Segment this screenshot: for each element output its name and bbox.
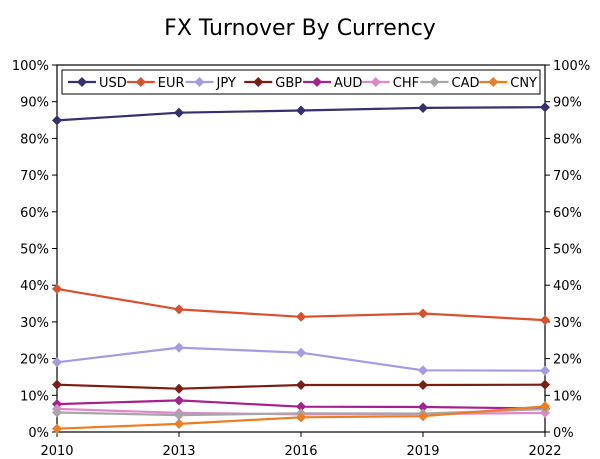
series-jpy	[52, 342, 550, 376]
legend-item-eur: EUR	[126, 76, 185, 91]
y-tick-label-left: 50%	[20, 243, 49, 258]
x-tick-label: 2013	[162, 444, 195, 459]
y-tick-label-right: 100%	[553, 59, 590, 74]
data-point	[174, 304, 184, 315]
legend-label: CAD	[452, 76, 480, 91]
data-point	[418, 102, 428, 113]
y-tick-label-right: 10%	[553, 389, 582, 404]
y-tick-label-right: 90%	[553, 96, 582, 111]
data-point	[540, 315, 550, 326]
legend-marker	[488, 77, 499, 87]
legend-item-usd: USD	[68, 76, 127, 91]
data-point	[418, 380, 428, 391]
x-tick-label: 2016	[284, 444, 317, 459]
data-point	[540, 401, 550, 412]
legend-item-chf: CHF	[361, 76, 419, 91]
series-layer	[52, 102, 550, 434]
legend-marker	[312, 77, 322, 87]
legend-marker	[194, 77, 205, 87]
data-point	[418, 308, 428, 319]
y-tick-label-right: 80%	[553, 132, 582, 147]
data-point	[296, 401, 306, 412]
y-tick-label-right: 30%	[553, 316, 582, 331]
data-point	[418, 402, 428, 413]
data-point	[174, 107, 184, 118]
y-tick-label-right: 70%	[553, 169, 582, 184]
legend-label: EUR	[158, 76, 185, 91]
axes: 0% 0% 10% 10% 20% 20% 30% 30% 40% 40% 50% 50% 60% 60%…	[12, 59, 590, 459]
series-usd	[52, 102, 550, 126]
data-point	[174, 395, 184, 406]
series-gbp	[52, 379, 550, 394]
x-tick-label: 2022	[528, 444, 561, 459]
legend-label: JPY	[216, 76, 236, 91]
data-point	[418, 365, 428, 376]
series-cny	[52, 401, 550, 434]
data-point	[540, 102, 550, 113]
y-tick-label-left: 30%	[20, 316, 49, 331]
legend-label: GBP	[275, 76, 302, 91]
legend: USD EUR JPY GBP AUD CHF CAD CNY	[61, 69, 541, 95]
x-tick-label: 2010	[40, 444, 73, 459]
y-tick-label-right: 0%	[553, 426, 574, 441]
y-tick-label-left: 0%	[28, 426, 49, 441]
plot-frame	[56, 64, 546, 433]
plot-area	[56, 64, 546, 433]
y-tick-label-left: 40%	[20, 279, 49, 294]
legend-item-aud: AUD	[303, 76, 362, 91]
legend-marker	[77, 77, 87, 87]
data-point	[52, 283, 62, 294]
data-point	[174, 342, 184, 353]
y-tick-label-right: 50%	[553, 243, 582, 258]
legend-marker	[429, 77, 440, 87]
legend-label: CHF	[393, 76, 419, 91]
y-tick-label-left: 70%	[20, 169, 49, 184]
legend-item-cny: CNY	[479, 76, 537, 91]
data-point	[52, 357, 62, 368]
y-tick-label-right: 20%	[553, 353, 582, 368]
data-point	[296, 347, 306, 358]
y-tick-label-right: 60%	[553, 206, 582, 221]
legend-item-cad: CAD	[420, 76, 480, 91]
y-tick-label-left: 60%	[20, 206, 49, 221]
y-tick-label-left: 20%	[20, 353, 49, 368]
data-point	[52, 407, 62, 418]
data-point	[540, 365, 550, 376]
legend-marker	[253, 77, 264, 87]
data-point	[296, 105, 306, 116]
legend-item-jpy: JPY	[185, 76, 236, 91]
legend-label: AUD	[334, 76, 362, 91]
series-eur	[52, 283, 550, 326]
chart-title: FX Turnover By Currency	[164, 16, 436, 41]
legend-label: USD	[99, 76, 127, 91]
data-point	[296, 412, 306, 423]
data-point	[174, 383, 184, 394]
x-tick-label: 2019	[406, 444, 439, 459]
data-point	[296, 311, 306, 322]
y-tick-label-right: 40%	[553, 279, 582, 294]
data-point	[174, 418, 184, 429]
data-point	[52, 423, 62, 434]
data-point	[418, 411, 428, 422]
data-point	[540, 379, 550, 390]
legend-marker	[370, 77, 381, 87]
data-point	[174, 410, 184, 421]
data-point	[52, 115, 62, 126]
y-tick-label-left: 80%	[20, 132, 49, 147]
legend-label: CNY	[510, 76, 537, 91]
data-point	[296, 380, 306, 391]
data-point	[52, 379, 62, 390]
y-tick-label-left: 90%	[20, 96, 49, 111]
y-tick-label-left: 10%	[20, 389, 49, 404]
legend-marker	[135, 77, 146, 87]
y-tick-label-left: 100%	[12, 59, 49, 74]
legend-item-gbp: GBP	[244, 76, 302, 91]
